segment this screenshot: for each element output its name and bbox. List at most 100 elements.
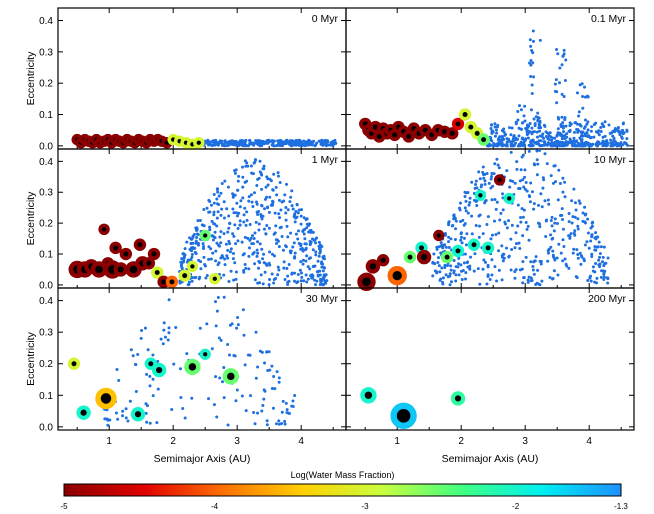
planetesimal-point <box>223 263 227 267</box>
planetesimal-point <box>211 238 215 242</box>
planetesimal-point <box>242 333 246 337</box>
planetesimal-point <box>441 246 445 250</box>
planetesimal-point <box>296 273 300 277</box>
planetesimal-point <box>220 380 224 384</box>
planetesimal-point <box>296 280 300 284</box>
planetesimal-point <box>601 255 605 259</box>
planetesimal-point <box>561 190 565 194</box>
planetesimal-point <box>460 241 464 245</box>
embryo-core <box>455 121 461 127</box>
planetesimal-point <box>283 422 287 426</box>
planetesimal-point <box>450 224 454 228</box>
planetesimal-point <box>454 227 458 231</box>
planetesimal-point <box>232 234 236 238</box>
planetesimal-point <box>573 201 577 205</box>
planetesimal-point <box>284 205 288 209</box>
planetesimal-point <box>510 223 514 227</box>
planetesimal-point <box>251 205 255 209</box>
planetesimal-point <box>535 149 539 153</box>
planetesimal-point <box>316 259 320 263</box>
planetesimal-point <box>322 139 326 143</box>
planetesimal-point <box>448 274 452 278</box>
planetesimal-point <box>284 142 288 146</box>
planetesimal-point <box>530 83 534 87</box>
planetesimal-point <box>555 101 559 105</box>
planetesimal-point <box>543 140 547 144</box>
planetesimal-point <box>489 126 493 130</box>
planetesimal-point <box>121 409 125 413</box>
planetesimal-point <box>560 63 564 67</box>
planetesimal-point <box>281 248 285 252</box>
planetesimal-point <box>183 416 187 420</box>
planetesimal-point <box>544 130 548 134</box>
planetesimal-point <box>470 214 474 218</box>
planetesimal-point <box>535 173 539 177</box>
planetesimal-point <box>540 205 544 209</box>
planetesimal-point <box>262 227 266 231</box>
planetesimal-point <box>539 260 543 264</box>
planetesimal-point <box>473 252 477 256</box>
planetesimal-point <box>139 336 143 340</box>
planetesimal-point <box>520 207 524 211</box>
planetesimal-point <box>552 269 556 273</box>
planetesimal-point <box>505 169 509 173</box>
planetesimal-point <box>322 277 326 281</box>
planetesimal-point <box>490 175 494 179</box>
planetesimal-point <box>576 253 580 257</box>
planetesimal-point <box>437 264 441 268</box>
planetesimal-point <box>289 139 293 143</box>
planetesimal-point <box>523 104 527 108</box>
planetesimal-point <box>535 135 539 139</box>
planetesimal-point <box>520 267 524 271</box>
planetesimal-point <box>151 377 155 381</box>
planetesimal-point <box>256 212 260 216</box>
planetesimal-point <box>245 210 249 214</box>
planetesimal-point <box>598 255 602 259</box>
y-tick-label: 0.4 <box>39 16 53 27</box>
planetesimal-point <box>285 408 289 412</box>
planetesimal-point <box>553 217 557 221</box>
planetesimal-point <box>515 167 519 171</box>
planetesimal-point <box>563 118 567 122</box>
planetesimal-point <box>156 387 160 391</box>
embryo-core <box>151 251 157 257</box>
planetesimal-point <box>217 336 221 340</box>
planetesimal-point <box>620 136 624 140</box>
planetesimal-point <box>499 211 503 215</box>
planetesimal-point <box>478 177 482 181</box>
planetesimal-point <box>493 122 497 126</box>
planetesimal-point <box>218 244 222 248</box>
planetesimal-point <box>246 236 250 240</box>
planetesimal-point <box>263 207 267 211</box>
planetesimal-point <box>249 193 253 197</box>
planetesimal-point <box>517 241 521 245</box>
embryo-core <box>481 137 487 143</box>
planetesimal-point <box>531 130 535 134</box>
planetesimal-point <box>209 247 213 251</box>
planetesimal-point <box>498 140 502 144</box>
planetesimal-point <box>496 163 500 167</box>
planetesimal-point <box>304 218 308 222</box>
planetesimal-point <box>556 198 560 202</box>
planetesimal-point <box>106 423 110 427</box>
planetesimal-point <box>510 126 514 130</box>
y-tick-label: 0.3 <box>39 47 53 58</box>
planetesimal-point <box>552 229 556 233</box>
planetesimal-point <box>522 276 526 280</box>
planetesimal-point <box>576 227 580 231</box>
planetesimal-point <box>598 265 602 269</box>
embryo-core <box>392 270 402 281</box>
planetesimal-point <box>493 219 497 223</box>
planetesimal-point <box>216 210 220 214</box>
planetesimal-point <box>597 258 601 262</box>
planetesimal-point <box>294 232 298 236</box>
planetesimal-point <box>522 185 526 189</box>
planetesimal-point <box>286 283 290 287</box>
planetesimal-point <box>162 321 166 325</box>
planetesimal-point <box>460 235 464 239</box>
planetesimal-point <box>249 394 253 398</box>
planetesimal-point <box>223 140 227 144</box>
planetesimal-point <box>194 239 198 243</box>
planetesimal-point <box>308 239 312 243</box>
planetesimal-point <box>219 241 223 245</box>
